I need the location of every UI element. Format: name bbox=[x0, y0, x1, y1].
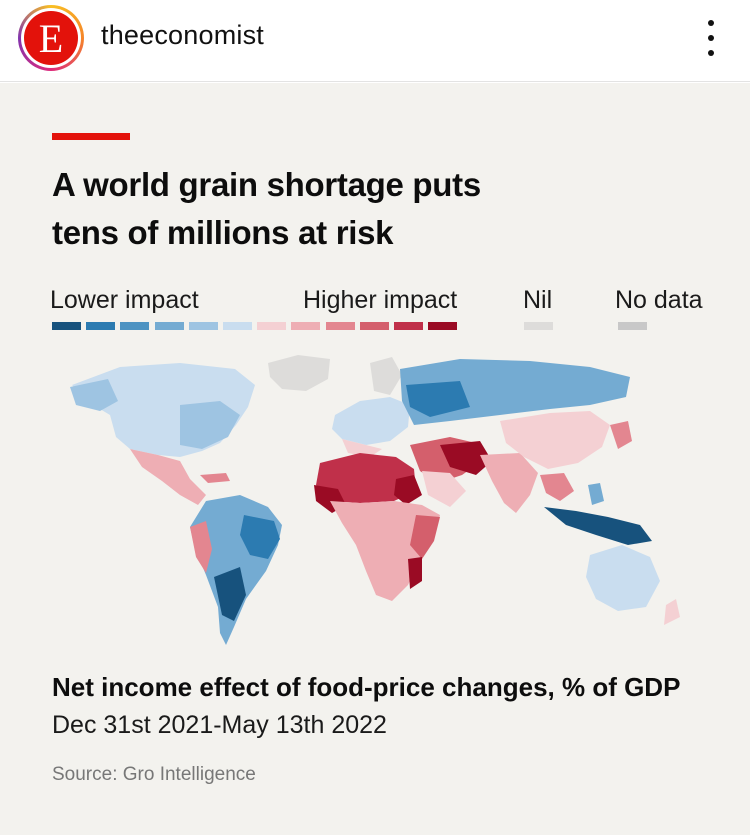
region-caribbean bbox=[200, 473, 230, 483]
region-australia bbox=[586, 545, 660, 611]
region-europe bbox=[332, 397, 410, 445]
legend-scale-swatch bbox=[52, 322, 81, 330]
more-options-icon[interactable] bbox=[700, 20, 722, 56]
legend-nil-label: Nil bbox=[523, 286, 553, 314]
region-south-asia bbox=[480, 453, 538, 513]
legend-scale-swatch bbox=[359, 322, 389, 330]
region-brazil-east bbox=[240, 515, 280, 559]
legend-nodata-swatch bbox=[618, 322, 647, 330]
legend-scale-swatch bbox=[120, 322, 150, 330]
region-china bbox=[500, 411, 610, 469]
region-alaska bbox=[70, 379, 118, 411]
region-north-america-east bbox=[180, 401, 240, 449]
region-europe-south bbox=[342, 439, 382, 457]
region-arabia bbox=[422, 471, 466, 507]
legend-scale-swatch bbox=[86, 322, 116, 330]
username[interactable]: theeconomist bbox=[101, 20, 264, 50]
story-ring[interactable]: E bbox=[18, 5, 84, 71]
dot-icon bbox=[708, 50, 714, 56]
legend-nil-swatch bbox=[524, 322, 553, 330]
legend-scale-swatch bbox=[394, 322, 423, 330]
post-header: E theeconomist bbox=[0, 0, 750, 82]
legend-scale-swatch bbox=[223, 322, 252, 330]
region-korea-japan bbox=[610, 421, 632, 449]
region-south-east-asia bbox=[540, 473, 574, 501]
legend-nodata-label: No data bbox=[615, 286, 703, 314]
region-philippines bbox=[588, 483, 604, 505]
chart-subtitle: Net income effect of food-price changes,… bbox=[52, 672, 681, 702]
legend-scale-swatch bbox=[154, 322, 184, 330]
legend-scale-swatch bbox=[291, 322, 321, 330]
legend-scale-swatch bbox=[428, 322, 458, 330]
legend-higher-label: Higher impact bbox=[303, 286, 458, 314]
region-sub-saharan-africa bbox=[330, 501, 440, 601]
dot-icon bbox=[708, 35, 714, 41]
region-central-america bbox=[130, 449, 206, 505]
chart-date-range: Dec 31st 2021-May 13th 2022 bbox=[52, 711, 387, 739]
chart-source: Source: Gro Intelligence bbox=[52, 764, 256, 785]
world-map bbox=[70, 355, 680, 645]
region-greenland bbox=[268, 355, 330, 391]
region-sudan bbox=[394, 475, 422, 505]
region-south-cone bbox=[214, 567, 246, 621]
region-mozambique bbox=[408, 557, 422, 589]
legend-lower-label: Lower impact bbox=[50, 286, 199, 314]
region-scandinavia bbox=[370, 357, 402, 395]
region-iran bbox=[440, 441, 492, 475]
region-east-africa bbox=[410, 515, 440, 559]
legend-scale-swatch bbox=[188, 322, 218, 330]
region-north-africa bbox=[316, 453, 416, 503]
region-indonesia bbox=[544, 507, 652, 545]
post-image[interactable]: A world grain shortage puts tens of mill… bbox=[0, 83, 750, 835]
avatar[interactable]: E bbox=[24, 11, 78, 65]
legend-scale-swatch bbox=[325, 322, 355, 330]
region-russia-west bbox=[406, 381, 470, 417]
region-new-zealand bbox=[664, 599, 680, 625]
chart-title: A world grain shortage puts tens of mill… bbox=[52, 166, 481, 251]
accent-bar bbox=[52, 133, 130, 140]
dot-icon bbox=[708, 20, 714, 26]
legend-scale-swatch bbox=[257, 322, 287, 330]
avatar-frame: E bbox=[21, 8, 81, 68]
region-andes bbox=[190, 521, 212, 573]
